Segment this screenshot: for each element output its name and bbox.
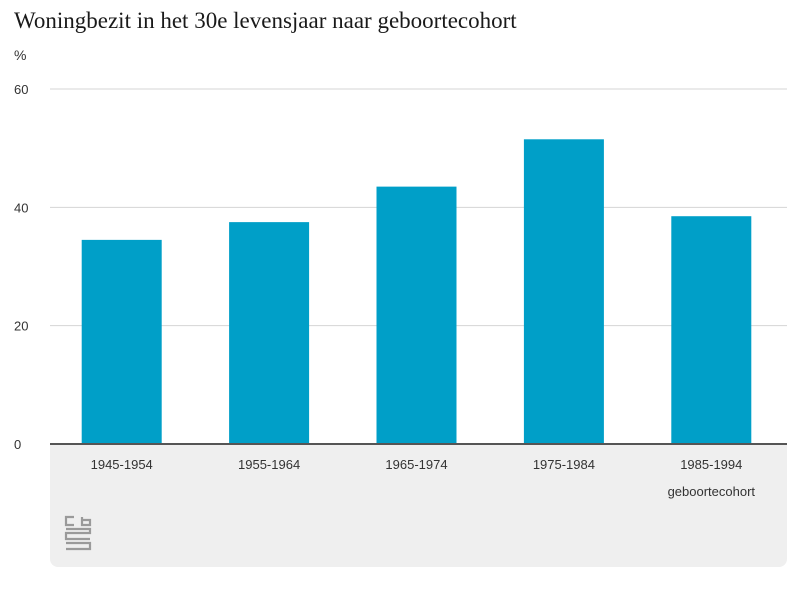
bar-1985-1994 [671,216,752,444]
y-tick-label: 20 [14,319,28,334]
cbs-logo-icon [64,515,92,551]
x-tick-label: 1985-1994 [680,457,742,472]
y-tick-label: 60 [14,82,28,97]
x-axis-panel [50,443,787,567]
y-axis-unit: % [14,47,27,63]
x-tick-label: 1965-1974 [385,457,447,472]
x-axis-label: geboortecohort [668,484,756,499]
chart-title: Woningbezit in het 30e levensjaar naar g… [14,8,517,33]
x-tick-label: 1975-1984 [533,457,595,472]
x-tick-label: 1945-1954 [91,457,153,472]
x-tick-label: 1955-1964 [238,457,300,472]
bar-1955-1964 [229,222,310,444]
y-tick-labels: 0 20 40 60 [14,82,28,452]
bar-1945-1954 [81,239,162,444]
x-tick-labels: 1945-1954 1955-1964 1965-1974 1975-1984 1985… [91,457,743,472]
y-tick-label: 0 [14,437,21,452]
y-tick-label: 40 [14,200,28,215]
bar-1965-1974 [376,186,457,444]
bar-1975-1984 [523,139,604,444]
bars [81,139,752,444]
